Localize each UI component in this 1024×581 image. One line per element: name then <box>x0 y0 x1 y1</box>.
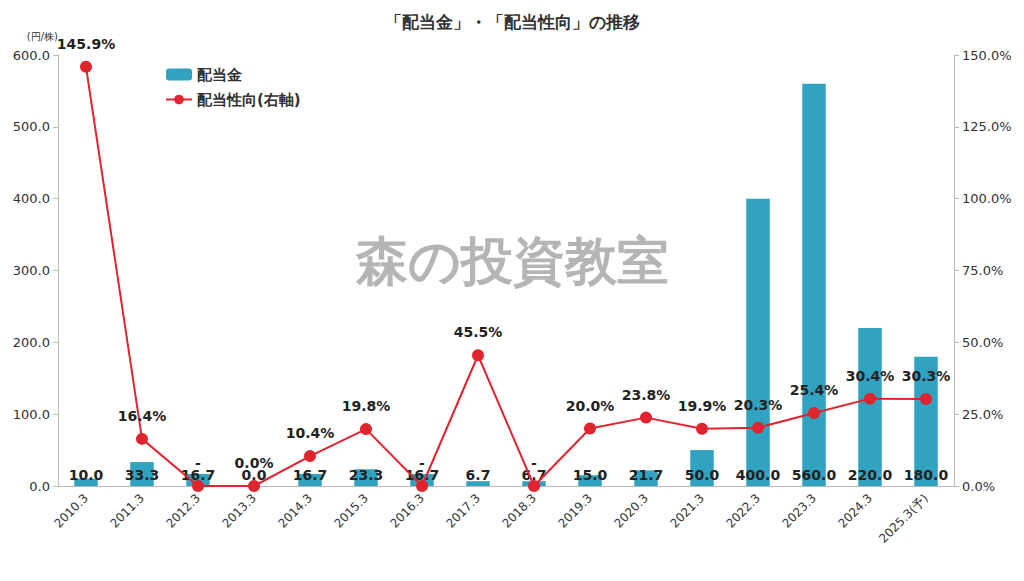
svg-text:16.7: 16.7 <box>404 467 440 483</box>
svg-text:21.7: 21.7 <box>629 467 664 483</box>
svg-text:2021.3: 2021.3 <box>667 491 707 531</box>
svg-text:15.0: 15.0 <box>573 467 608 483</box>
svg-text:2020.3: 2020.3 <box>611 491 651 531</box>
svg-text:0.0%: 0.0% <box>962 479 995 494</box>
svg-text:0.0: 0.0 <box>29 479 50 494</box>
svg-text:2017.3: 2017.3 <box>443 491 483 531</box>
svg-text:2019.3: 2019.3 <box>555 491 595 531</box>
svg-text:16.7: 16.7 <box>293 467 328 483</box>
svg-text:森の投資教室: 森の投資教室 <box>355 231 669 291</box>
svg-text:0.0%: 0.0% <box>235 455 274 471</box>
svg-text:10.4%: 10.4% <box>286 425 335 441</box>
svg-text:30.3%: 30.3% <box>902 368 951 384</box>
svg-text:2024.3: 2024.3 <box>835 491 875 531</box>
svg-text:2015.3: 2015.3 <box>331 491 371 531</box>
svg-text:「配当金」・「配当性向」の推移: 「配当金」・「配当性向」の推移 <box>385 12 640 32</box>
svg-text:(円/株): (円/株) <box>27 31 58 42</box>
svg-text:150.0%: 150.0% <box>962 48 1012 63</box>
svg-text:200.0: 200.0 <box>13 335 50 350</box>
svg-text:100.0: 100.0 <box>13 407 50 422</box>
svg-text:75.0%: 75.0% <box>962 263 1003 278</box>
svg-text:560.0: 560.0 <box>792 467 837 483</box>
svg-text:-: - <box>419 455 425 471</box>
svg-text:33.3: 33.3 <box>125 467 160 483</box>
svg-text:2010.3: 2010.3 <box>51 491 91 531</box>
svg-text:30.4%: 30.4% <box>846 368 895 384</box>
svg-text:400.0: 400.0 <box>736 467 781 483</box>
svg-text:500.0: 500.0 <box>13 119 50 134</box>
svg-text:145.9%: 145.9% <box>57 36 115 52</box>
svg-text:50.0: 50.0 <box>685 467 720 483</box>
svg-text:125.0%: 125.0% <box>962 119 1012 134</box>
svg-text:600.0: 600.0 <box>13 48 50 63</box>
svg-text:100.0%: 100.0% <box>962 191 1012 206</box>
svg-text:2018.3: 2018.3 <box>499 491 539 531</box>
svg-text:300.0: 300.0 <box>13 263 50 278</box>
svg-text:10.0: 10.0 <box>69 467 104 483</box>
svg-text:25.4%: 25.4% <box>790 382 839 398</box>
svg-text:-: - <box>195 455 201 471</box>
svg-text:23.8%: 23.8% <box>622 387 671 403</box>
svg-text:16.7: 16.7 <box>180 467 216 483</box>
svg-text:配当性向(右軸): 配当性向(右軸) <box>197 91 301 109</box>
svg-text:23.3: 23.3 <box>349 467 384 483</box>
svg-text:2014.3: 2014.3 <box>275 491 315 531</box>
svg-text:45.5%: 45.5% <box>454 324 503 340</box>
svg-text:20.3%: 20.3% <box>734 397 783 413</box>
svg-text:2011.3: 2011.3 <box>107 491 147 531</box>
svg-text:2012.3: 2012.3 <box>163 491 203 531</box>
svg-text:50.0%: 50.0% <box>962 335 1003 350</box>
svg-text:16.4%: 16.4% <box>118 408 167 424</box>
svg-text:6.7: 6.7 <box>466 467 491 483</box>
svg-text:2023.3: 2023.3 <box>779 491 819 531</box>
svg-text:2013.3: 2013.3 <box>219 491 259 531</box>
svg-text:-: - <box>531 455 537 471</box>
svg-text:6.7: 6.7 <box>521 467 547 483</box>
svg-text:400.0: 400.0 <box>13 191 50 206</box>
svg-text:220.0: 220.0 <box>848 467 893 483</box>
svg-text:19.8%: 19.8% <box>342 398 391 414</box>
svg-text:2022.3: 2022.3 <box>723 491 763 531</box>
svg-text:2016.3: 2016.3 <box>387 491 427 531</box>
svg-text:2025.3(予): 2025.3(予) <box>876 491 931 546</box>
svg-text:180.0: 180.0 <box>904 467 949 483</box>
svg-text:25.0%: 25.0% <box>962 407 1003 422</box>
svg-text:配当金: 配当金 <box>197 66 242 84</box>
svg-text:19.9%: 19.9% <box>678 398 727 414</box>
svg-text:20.0%: 20.0% <box>566 398 615 414</box>
